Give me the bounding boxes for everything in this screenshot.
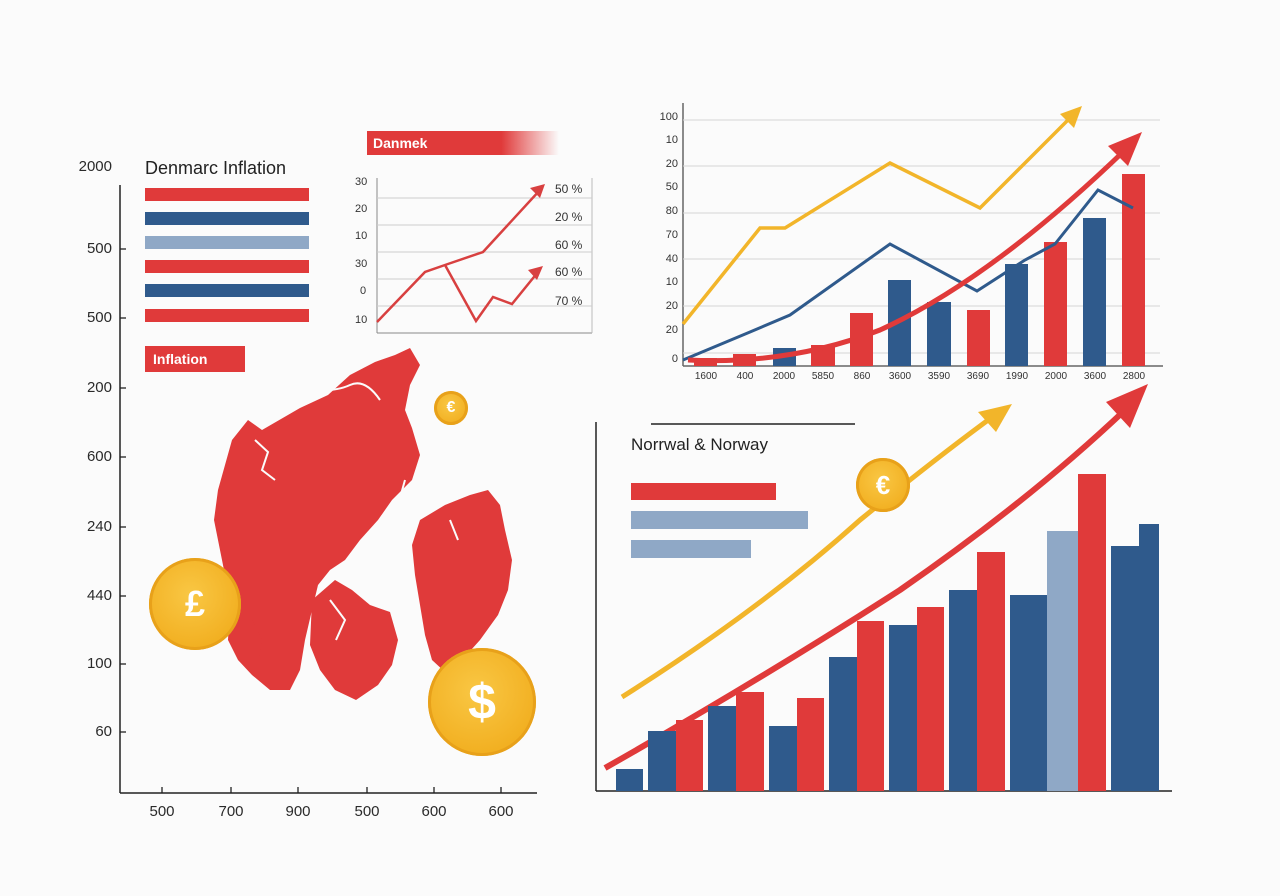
y-tick: 240: [86, 518, 112, 535]
percent-label: 20 %: [555, 210, 583, 224]
y-tick: 70: [665, 229, 678, 241]
x-tick: 700: [218, 803, 244, 820]
y-tick: 20: [665, 158, 678, 170]
x-tick: 3600: [1083, 371, 1107, 382]
x-tick: 3690: [966, 371, 990, 382]
x-tick: 2000: [772, 371, 796, 382]
y-tick: 60: [95, 723, 112, 740]
y-tick: 50: [665, 181, 678, 193]
y-tick: 10: [355, 230, 368, 242]
x-tick: 600: [488, 803, 514, 820]
x-tick: 860: [853, 371, 871, 382]
y-tick: 30: [355, 258, 368, 270]
y-tick: 80: [665, 205, 678, 217]
y-tick: 200: [86, 379, 112, 396]
y-tick: 600: [86, 448, 112, 465]
y-tick: 500: [86, 240, 112, 257]
x-tick: 2800: [1122, 371, 1146, 382]
denmark-map: [214, 348, 512, 700]
y-tick: 40: [665, 253, 678, 265]
bars: [616, 474, 1159, 791]
inflation-badge: Inflation: [145, 346, 245, 372]
legend-bar: [145, 236, 309, 249]
x-tick: 400: [736, 371, 754, 382]
legend-bar: [631, 540, 751, 558]
y-tick: 2000: [78, 158, 112, 175]
x-tick: 1990: [1005, 371, 1029, 382]
x-tick: 500: [354, 803, 380, 820]
percent-label: 60 %: [555, 238, 583, 252]
x-tick: 1600: [694, 371, 718, 382]
dollar-coin-icon: $: [428, 648, 536, 756]
percent-label: 50 %: [555, 182, 583, 196]
legend-bar: [145, 212, 309, 225]
legend-bar: [145, 260, 309, 273]
x-tick: 500: [149, 803, 175, 820]
legend-bar: [145, 309, 309, 322]
euro-coin-icon: €: [434, 391, 468, 425]
y-tick: 10: [665, 134, 678, 146]
y-tick: 440: [86, 587, 112, 604]
banner-title: Danmek: [367, 131, 559, 155]
y-tick: 0: [671, 353, 678, 365]
y-tick: 20: [665, 300, 678, 312]
euro-coin-icon: €: [856, 458, 910, 512]
y-tick: 10: [665, 276, 678, 288]
y-tick: 0: [360, 285, 367, 297]
y-tick: 10: [355, 314, 368, 326]
pound-coin-icon: £: [149, 558, 241, 650]
x-tick: 3600: [888, 371, 912, 382]
chart-title: Denmarc Inflation: [145, 158, 287, 178]
x-tick: 3590: [927, 371, 951, 382]
legend-bar: [631, 483, 776, 500]
x-tick: 2000: [1044, 371, 1068, 382]
x-tick: 900: [285, 803, 311, 820]
legend-bar: [145, 188, 309, 201]
y-tick: 30: [355, 176, 368, 188]
y-tick: 20: [665, 324, 678, 336]
y-tick: 500: [86, 309, 112, 326]
chart-title: Norrwal & Norway: [631, 435, 768, 454]
y-tick: 20: [355, 203, 368, 215]
y-tick: 100: [659, 111, 678, 123]
y-tick: 100: [86, 655, 112, 672]
x-tick: 600: [421, 803, 447, 820]
legend-bar: [631, 511, 808, 529]
legend-bar: [145, 284, 309, 297]
percent-label: 70 %: [555, 294, 583, 308]
percent-label: 60 %: [555, 265, 583, 279]
x-tick: 5850: [811, 371, 835, 382]
